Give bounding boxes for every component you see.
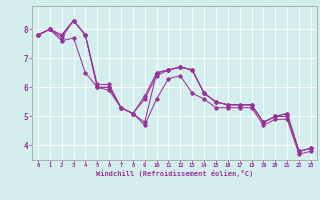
X-axis label: Windchill (Refroidissement éolien,°C): Windchill (Refroidissement éolien,°C) [96, 170, 253, 177]
